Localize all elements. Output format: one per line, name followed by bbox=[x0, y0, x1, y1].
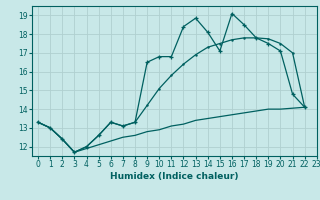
X-axis label: Humidex (Indice chaleur): Humidex (Indice chaleur) bbox=[110, 172, 239, 181]
